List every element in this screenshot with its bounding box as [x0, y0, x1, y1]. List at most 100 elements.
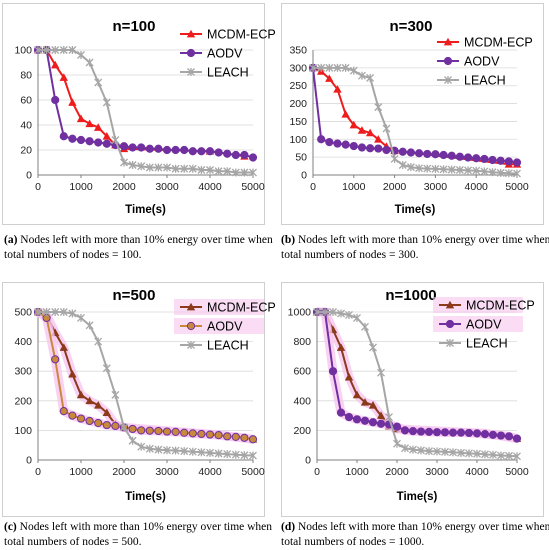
data-point	[329, 308, 337, 316]
data-point	[512, 434, 522, 443]
y-tick-label: 200	[293, 425, 311, 437]
data-point	[240, 451, 249, 460]
y-tick-label: 0	[26, 455, 32, 467]
data-point	[76, 114, 86, 123]
y-tick-label: 600	[293, 366, 311, 378]
data-point	[206, 448, 214, 457]
legend-label: AODV	[464, 55, 500, 69]
data-point	[415, 164, 424, 173]
data-point	[457, 448, 465, 457]
caption-d: (d) Nodes left with more than 10% energy…	[281, 520, 549, 550]
data-point	[333, 63, 342, 72]
y-tick-label: 100	[14, 45, 32, 57]
data-point	[512, 158, 522, 167]
data-point	[137, 442, 146, 451]
y-tick-label: 500	[14, 307, 32, 319]
data-point	[496, 431, 506, 440]
chart-svg-d: n=1000 0 200 400 600 800 1000 0 1000 2000 3000 4000…	[288, 287, 535, 503]
caption-text: Nodes left with more than 10% energy ove…	[4, 234, 273, 261]
x-tick-label: 3000	[424, 181, 448, 193]
data-point	[447, 151, 456, 160]
x-axis-label: Time(s)	[125, 491, 166, 503]
legend-label: LEACH	[464, 74, 506, 88]
data-point	[68, 309, 77, 318]
data-point	[231, 168, 240, 177]
data-point	[188, 429, 197, 438]
data-point	[145, 144, 154, 153]
data-point	[409, 445, 417, 454]
data-point	[59, 132, 68, 141]
data-point	[488, 155, 497, 165]
data-point	[376, 411, 386, 419]
caption-label: (b)	[281, 234, 296, 246]
data-point	[223, 432, 232, 441]
data-point	[513, 169, 521, 178]
x-tick-label: 4000	[198, 181, 222, 193]
y-tick-label: 250	[289, 80, 307, 92]
data-point	[163, 163, 171, 172]
data-point	[171, 427, 180, 436]
x-tick-label: 5000	[241, 466, 265, 478]
data-point	[94, 418, 103, 428]
data-point	[333, 85, 342, 93]
data-point	[51, 60, 60, 69]
caption-b: (b) Nodes left with more than 10% energy…	[281, 233, 549, 263]
chart-panel-a: n=100 0 20 40 60 80 100 0 1000 2000 3000 4000 5000 Ti…	[0, 0, 276, 270]
data-point	[120, 158, 128, 167]
data-point	[368, 401, 378, 409]
data-point	[385, 413, 393, 422]
data-point	[361, 322, 369, 331]
legend-marker	[187, 68, 195, 76]
data-point	[345, 310, 353, 319]
y-tick-label: 0	[301, 170, 307, 182]
x-tick-label: 3000	[425, 466, 449, 478]
data-point	[154, 144, 163, 153]
data-point	[374, 144, 383, 153]
data-point	[480, 154, 489, 164]
data-point	[360, 416, 370, 425]
data-point	[406, 148, 416, 157]
data-point	[433, 447, 441, 456]
x-tick-label: 1000	[342, 181, 366, 193]
x-tick-label: 2000	[385, 466, 409, 478]
data-point	[197, 429, 206, 439]
data-point	[357, 143, 367, 152]
data-point	[368, 418, 378, 427]
data-point	[163, 446, 171, 455]
data-point	[214, 148, 223, 157]
legend-marker	[445, 300, 455, 309]
data-point	[171, 145, 180, 155]
data-point	[85, 321, 94, 330]
data-point	[51, 355, 60, 364]
data-point	[401, 444, 409, 453]
legend-label: AODV	[207, 47, 243, 61]
chart-panel-c: n=500 0 100 200 300 400 500 0 1000 2000 3000 4000 50…	[0, 275, 276, 550]
legend-marker	[186, 321, 196, 331]
data-point	[214, 449, 223, 458]
caption-label: (a)	[4, 234, 18, 246]
legend-label: LEACH	[466, 337, 508, 351]
data-point	[85, 137, 94, 146]
data-point	[408, 427, 418, 436]
data-point	[42, 308, 51, 316]
data-point	[137, 162, 146, 171]
chart-frame	[2, 3, 265, 225]
data-point	[248, 435, 258, 444]
data-point	[205, 147, 215, 156]
data-point	[223, 450, 232, 459]
legend-marker	[186, 302, 196, 311]
x-tick-label: 1000	[69, 466, 93, 478]
data-point	[369, 343, 377, 352]
chart-panel-b: n=300 0 50 100 150 200 250 300 350 0 1000 2000 3000 4…	[277, 0, 549, 270]
data-point	[496, 156, 505, 165]
legend-marker	[186, 29, 196, 38]
data-point	[425, 447, 433, 456]
y-tick-label: 400	[293, 395, 311, 407]
caption-label: (c)	[4, 521, 17, 533]
data-point	[128, 436, 137, 445]
data-point	[337, 309, 345, 318]
caption-text: Nodes left with more than 10% energy ove…	[281, 521, 549, 548]
data-point	[68, 134, 77, 143]
data-point	[85, 58, 94, 67]
